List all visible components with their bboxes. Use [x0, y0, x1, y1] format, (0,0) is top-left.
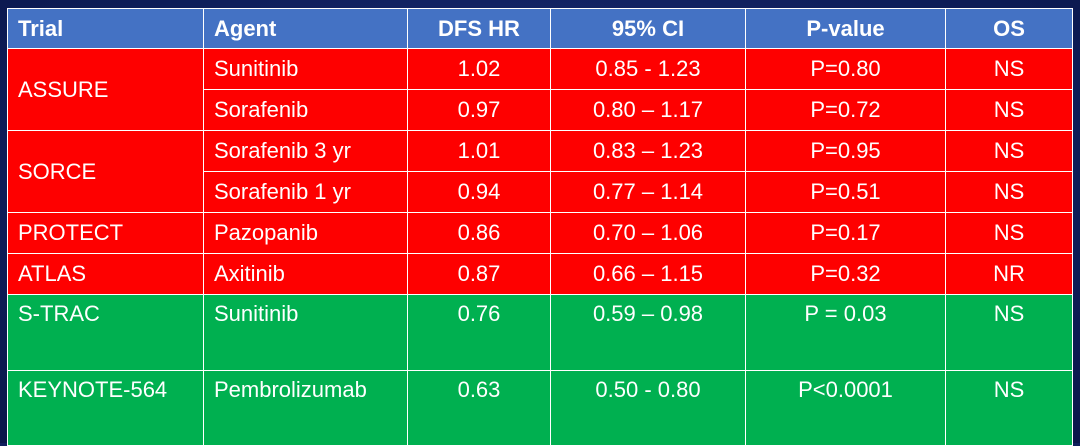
- agent-cell: Axitinib: [203, 253, 408, 295]
- header-p-value: P-value: [745, 8, 946, 49]
- ci-cell: 0.85 - 1.23: [550, 48, 746, 90]
- agent-cell: Sunitinib: [203, 48, 408, 90]
- agent-cell: Pazopanib: [203, 212, 408, 254]
- ci-cell: 0.80 – 1.17: [550, 89, 746, 131]
- ci-cell: 0.83 – 1.23: [550, 130, 746, 172]
- hr-cell: 1.01: [407, 130, 551, 172]
- os-cell: NS: [945, 89, 1073, 131]
- os-cell: NS: [945, 294, 1073, 371]
- p-value-cell: P=0.95: [745, 130, 946, 172]
- table-row: ASSURE Sunitinib 1.02 0.85 - 1.23 P=0.80…: [7, 48, 1073, 131]
- trials-table: Trial Agent DFS HR 95% CI P-value OS ASS…: [7, 8, 1073, 446]
- ci-cell: 0.77 – 1.14: [550, 171, 746, 213]
- ci-cell: 0.50 - 0.80: [550, 370, 746, 446]
- ci-cell: 0.66 – 1.15: [550, 253, 746, 295]
- trial-cell: SORCE: [7, 130, 204, 213]
- header-dfs-hr: DFS HR: [407, 8, 551, 49]
- trial-cell: PROTECT: [7, 212, 204, 254]
- p-value-cell: P=0.17: [745, 212, 946, 254]
- hr-cell: 0.86: [407, 212, 551, 254]
- agent-cell: Pembrolizumab: [203, 370, 408, 446]
- table-row: KEYNOTE-564 Pembrolizumab 0.63 0.50 - 0.…: [7, 370, 1073, 446]
- os-cell: NS: [945, 130, 1073, 172]
- p-value-cell: P=0.80: [745, 48, 946, 90]
- table-row: Sorafenib 1 yr 0.94 0.77 – 1.14 P=0.51 N…: [8, 171, 1073, 213]
- trial-cell: ATLAS: [7, 253, 204, 295]
- hr-cell: 0.94: [407, 171, 551, 213]
- os-cell: NS: [945, 370, 1073, 446]
- header-ci: 95% CI: [550, 8, 746, 49]
- p-value-cell: P=0.32: [745, 253, 946, 295]
- table-row: SORCE Sorafenib 3 yr 1.01 0.83 – 1.23 P=…: [7, 130, 1073, 213]
- header-agent: Agent: [203, 8, 408, 49]
- agent-cell: Sorafenib 3 yr: [203, 130, 408, 172]
- agent-cell: Sorafenib 1 yr: [203, 171, 408, 213]
- p-value-cell: P<0.0001: [745, 370, 946, 446]
- agent-cell: Sunitinib: [203, 294, 408, 371]
- header-row: Trial Agent DFS HR 95% CI P-value OS: [7, 8, 1073, 49]
- trial-cell: ASSURE: [7, 48, 204, 131]
- hr-cell: 0.97: [407, 89, 551, 131]
- os-cell: NS: [945, 212, 1073, 254]
- table-row: ATLAS Axitinib 0.87 0.66 – 1.15 P=0.32 N…: [7, 253, 1073, 295]
- hr-cell: 0.76: [407, 294, 551, 371]
- p-value-cell: P=0.72: [745, 89, 946, 131]
- hr-cell: 0.63: [407, 370, 551, 446]
- os-cell: NS: [945, 48, 1073, 90]
- p-value-cell: P=0.51: [745, 171, 946, 213]
- header-trial: Trial: [7, 8, 204, 49]
- trial-cell: KEYNOTE-564: [7, 370, 204, 446]
- os-cell: NR: [945, 253, 1073, 295]
- table-row: S-TRAC Sunitinib 0.76 0.59 – 0.98 P = 0.…: [7, 294, 1073, 371]
- header-os: OS: [945, 8, 1073, 49]
- table-row: Sorafenib 0.97 0.80 – 1.17 P=0.72 NS: [8, 89, 1073, 131]
- trial-cell: S-TRAC: [7, 294, 204, 371]
- agent-cell: Sorafenib: [203, 89, 408, 131]
- os-cell: NS: [945, 171, 1073, 213]
- hr-cell: 0.87: [407, 253, 551, 295]
- ci-cell: 0.70 – 1.06: [550, 212, 746, 254]
- hr-cell: 1.02: [407, 48, 551, 90]
- table-row: PROTECT Pazopanib 0.86 0.70 – 1.06 P=0.1…: [7, 212, 1073, 254]
- ci-cell: 0.59 – 0.98: [550, 294, 746, 371]
- p-value-cell: P = 0.03: [745, 294, 946, 371]
